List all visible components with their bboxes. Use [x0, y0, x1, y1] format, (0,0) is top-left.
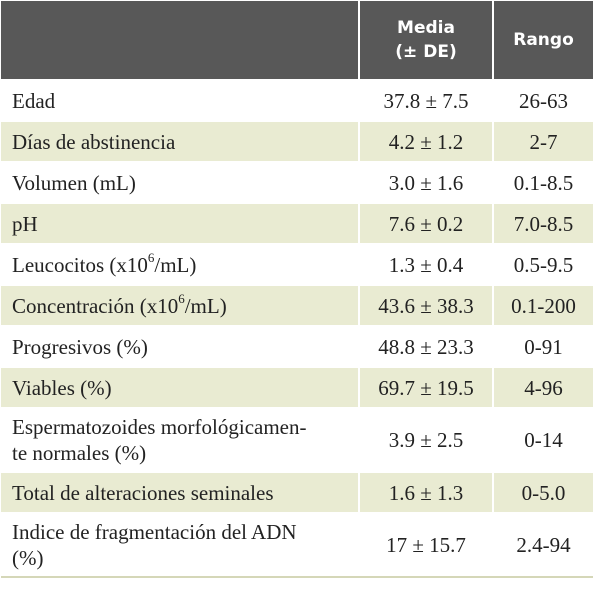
table-row: Viables (%) 69.7 ± 19.5 4-96	[1, 366, 593, 408]
row-range: 0.1-8.5	[492, 161, 593, 203]
row-range: 0-14	[492, 407, 593, 472]
row-range: 4-96	[492, 366, 593, 408]
header-row: Media (± DE) Rango	[1, 1, 593, 80]
row-label: pH	[1, 202, 359, 244]
row-range: 2-7	[492, 120, 593, 162]
row-mean: 1.3 ± 0.4	[358, 243, 493, 285]
row-label: Días de abstinencia	[1, 120, 359, 162]
row-label: Espermatozoides morfológicamen-te normal…	[1, 407, 359, 472]
row-mean: 3.0 ± 1.6	[358, 161, 493, 203]
table-row: Progresivos (%) 48.8 ± 23.3 0-91	[1, 325, 593, 367]
row-mean: 4.2 ± 1.2	[358, 120, 493, 162]
row-mean: 48.8 ± 23.3	[358, 325, 493, 367]
row-label-unit: /mL)	[184, 293, 227, 318]
row-label: Indice de fragmentación del ADN (%)	[1, 512, 359, 578]
row-label-superscript: 6	[178, 290, 185, 306]
row-mean: 43.6 ± 38.3	[358, 284, 493, 326]
row-label-line1: Indice de fragmentación del ADN	[12, 520, 297, 544]
table-row: Espermatozoides morfológicamen-te normal…	[1, 407, 593, 472]
table-row: Días de abstinencia 4.2 ± 1.2 2-7	[1, 120, 593, 162]
row-label-superscript: 6	[147, 249, 155, 265]
row-label: Edad	[1, 79, 359, 121]
header-mean-line2: (± DE)	[395, 42, 457, 62]
row-label-text: Leucocitos (x10	[12, 252, 148, 277]
row-mean: 69.7 ± 19.5	[358, 366, 493, 408]
header-range: Rango	[492, 1, 593, 80]
row-range: 0.5-9.5	[492, 243, 593, 285]
header-mean: Media (± DE)	[358, 1, 493, 80]
row-mean: 3.9 ± 2.5	[358, 407, 493, 472]
table-header: Media (± DE) Rango	[1, 1, 593, 80]
row-label: Concentración (x106/mL)	[1, 284, 359, 326]
row-mean: 37.8 ± 7.5	[358, 79, 493, 121]
row-range: 7.0-8.5	[492, 202, 593, 244]
header-parameter	[1, 1, 359, 80]
table-body: Edad 37.8 ± 7.5 26-63 Días de abstinenci…	[1, 79, 593, 578]
table-row: Leucocitos (x106/mL) 1.3 ± 0.4 0.5-9.5	[1, 243, 593, 285]
row-label-line2: (%)	[12, 546, 44, 570]
table-row: Concentración (x106/mL) 43.6 ± 38.3 0.1-…	[1, 284, 593, 326]
table-row: Total de alteraciones seminales 1.6 ± 1.…	[1, 471, 593, 513]
semen-parameters-table: Media (± DE) Rango Edad 37.8 ± 7.5 26-63…	[1, 1, 593, 578]
row-label: Viables (%)	[1, 366, 359, 408]
row-mean: 7.6 ± 0.2	[358, 202, 493, 244]
row-label: Volumen (mL)	[1, 161, 359, 203]
table-row: Indice de fragmentación del ADN (%) 17 ± …	[1, 512, 593, 578]
row-label: Progresivos (%)	[1, 325, 359, 367]
row-label: Leucocitos (x106/mL)	[1, 243, 359, 285]
row-label-text: Concentración (x10	[12, 293, 179, 318]
table-row: pH 7.6 ± 0.2 7.0-8.5	[1, 202, 593, 244]
row-range: 2.4-94	[492, 512, 593, 578]
row-range: 0.1-200	[492, 284, 593, 326]
row-mean: 17 ± 15.7	[358, 512, 493, 578]
row-range: 26-63	[492, 79, 593, 121]
row-label-line2: te normales (%)	[12, 441, 147, 465]
row-mean: 1.6 ± 1.3	[358, 471, 493, 513]
header-mean-line1: Media	[397, 18, 455, 38]
row-label-line1: Espermatozoides morfológicamen-	[12, 415, 307, 439]
table-row: Edad 37.8 ± 7.5 26-63	[1, 79, 593, 121]
row-range: 0-91	[492, 325, 593, 367]
row-label-unit: /mL)	[154, 252, 197, 277]
row-label: Total de alteraciones seminales	[1, 471, 359, 513]
row-range: 0-5.0	[492, 471, 593, 513]
table-row: Volumen (mL) 3.0 ± 1.6 0.1-8.5	[1, 161, 593, 203]
